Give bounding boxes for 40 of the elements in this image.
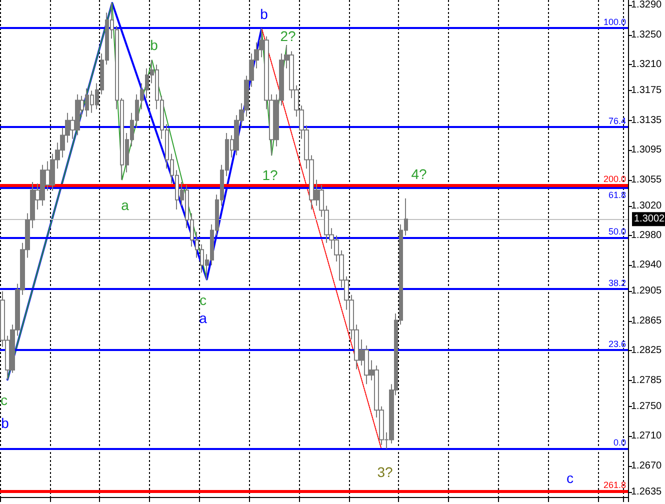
annotation: 200.0: [603, 174, 626, 184]
annotation: 1?: [262, 167, 278, 183]
annotation: c: [0, 392, 8, 408]
y-tick-label: 1.3210: [631, 59, 662, 70]
annotation: b: [150, 37, 158, 53]
y-tick-label: 1.3290: [631, 0, 662, 11]
annotation: 50.0: [608, 226, 626, 237]
y-tick-label: 1.3020: [631, 200, 662, 212]
y-tick-label: 1.2825: [631, 345, 662, 356]
annotation: b: [1, 415, 10, 431]
annotation: 61.8: [608, 190, 626, 200]
annotation: 3?: [377, 464, 393, 480]
annotation: 38.2: [608, 278, 626, 288]
annotation: 261.8: [603, 480, 626, 490]
annotation: a: [199, 310, 208, 326]
annotation: c: [566, 470, 574, 486]
y-tick-label: 1.2750: [631, 400, 662, 412]
annotation: 23.6: [608, 338, 626, 349]
y-tick-label: 1.3135: [631, 114, 662, 126]
annotation: 100.0: [603, 17, 626, 28]
y-tick-label: 1.2635: [631, 486, 662, 498]
annotation: 76.4: [608, 116, 626, 126]
y-tick-label: 1.2865: [631, 315, 662, 326]
y-tick-label: 1.3175: [631, 85, 662, 96]
y-tick-label: 1.3095: [631, 144, 662, 156]
y-tick-label: 1.2670: [631, 460, 662, 472]
y-tick-label: 1.2980: [631, 230, 662, 241]
y-tick-label: 1.2905: [631, 286, 662, 297]
y-tick-label: 1.2940: [631, 260, 662, 271]
annotation: 4?: [411, 166, 427, 182]
annotation: a: [121, 197, 130, 213]
y-tick-label: 1.3055: [631, 174, 662, 186]
annotation: c: [200, 292, 206, 308]
y-tick-label: 1.2710: [631, 430, 662, 442]
y-tick-label: 1.3250: [631, 29, 662, 40]
ref-line-label: 1.3002: [634, 214, 665, 225]
annotation: b: [260, 6, 268, 22]
y-tick-label: 1.2785: [631, 374, 662, 386]
annotation: 0.0: [613, 438, 626, 448]
annotation: 2?: [280, 28, 296, 44]
